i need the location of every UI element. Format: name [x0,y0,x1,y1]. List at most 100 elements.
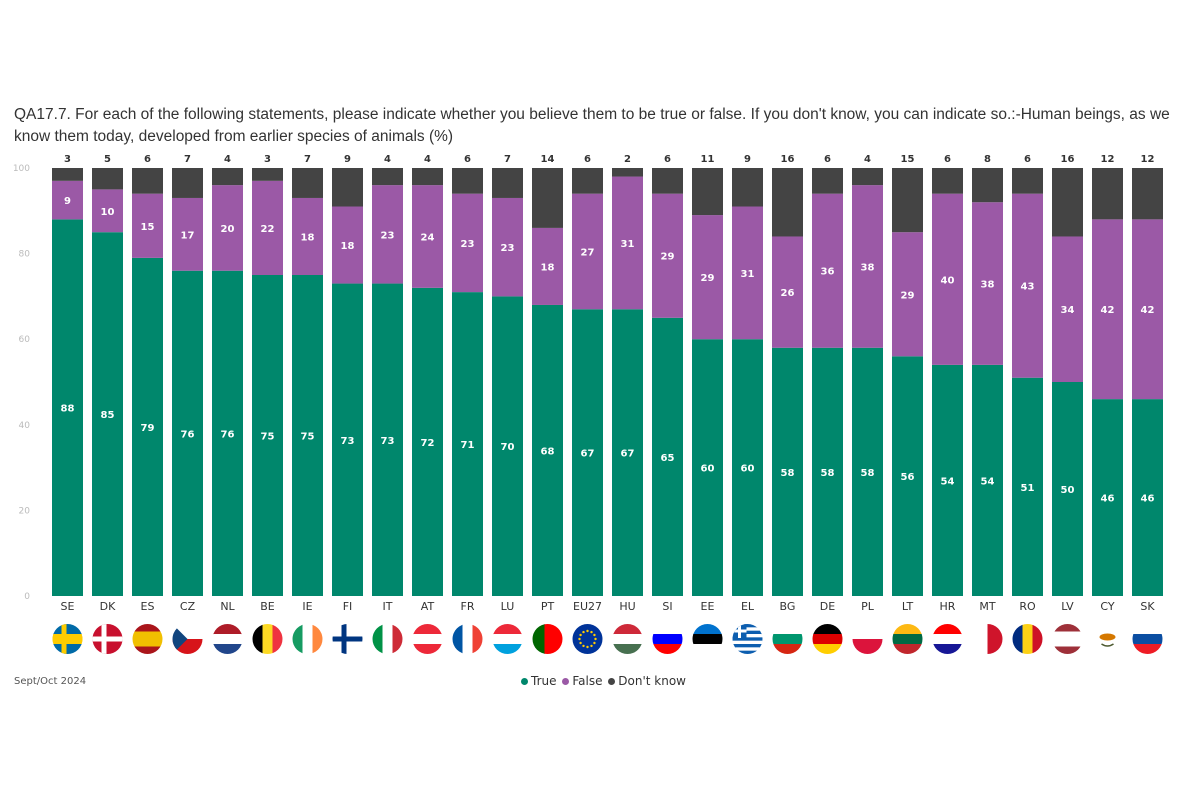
legend-swatch-false [562,677,570,685]
data-label: 23 [381,230,395,241]
flag-ro-icon [1012,624,1043,654]
data-label: 8 [984,154,991,165]
data-label: 79 [141,423,155,434]
data-label: 24 [421,232,435,243]
legend-swatch-dont-know [608,677,616,685]
y-tick-label: 60 [19,335,31,345]
legend-swatch-true [521,677,528,685]
bar-segment-true [612,309,643,596]
bar-mt: 54 38 8 [972,154,1003,596]
bar-segment-don-t-know [812,168,843,194]
flag-eu27-icon [572,624,603,654]
bar-segment-don-t-know [1012,168,1043,194]
data-label: 75 [261,432,275,443]
bar-segment-false [812,193,843,348]
flag-it-icon [372,624,403,654]
data-label: 29 [901,290,915,301]
bar-segment-don-t-know [1092,168,1123,220]
bar-segment-true [1132,399,1163,596]
legend-label-dont-know: Don't know [618,674,686,688]
bar-segment-false [1012,193,1043,378]
bar-segment-true [52,219,83,597]
data-label: 15 [141,222,155,233]
data-label: 56 [901,472,915,483]
data-label: 68 [541,446,555,457]
data-label: 23 [501,243,515,254]
bar-segment-false [652,193,683,318]
data-label: 38 [981,280,995,291]
flag-es-icon [132,624,163,654]
data-label: 7 [504,154,511,165]
bar-lu: 70 23 7 [492,154,523,596]
bar-segment-true [852,347,883,596]
bar-segment-don-t-know [212,168,243,186]
bar-segment-false [1052,236,1083,382]
flag-lt-icon [892,624,923,654]
bar-segment-don-t-know [492,168,523,198]
data-label: 23 [461,239,475,250]
data-label: 85 [101,410,115,421]
data-label: 10 [101,207,115,218]
x-tick-label: BG [780,600,796,613]
data-label: 4 [384,154,391,165]
data-label: 6 [584,154,591,165]
data-label: 6 [144,154,151,165]
legend-label-true: True [531,674,557,688]
data-label: 43 [1021,282,1035,293]
bar-segment-don-t-know [332,168,363,207]
bar-segment-false [972,202,1003,365]
data-label: 46 [1141,494,1155,505]
bar-segment-true [452,292,483,596]
data-label: 58 [821,468,835,479]
x-tick-label: IT [383,600,393,613]
bar-lt: 56 29 15 [892,154,923,596]
x-tick-label: SE [61,600,75,613]
x-tick-label: PL [861,600,875,613]
data-label: 26 [781,288,795,299]
bar-cz: 76 17 7 [172,154,203,596]
bar-be: 75 22 3 [252,154,283,596]
bar-segment-don-t-know [612,168,643,177]
bar-segment-true [1012,377,1043,596]
bar-segment-false [332,206,363,284]
bar-segment-false [172,197,203,271]
flag-fr-icon [452,624,483,654]
bar-hr: 54 40 6 [932,154,963,596]
bar-ie: 75 18 7 [292,154,323,596]
bar-ro: 51 43 6 [1012,154,1043,596]
bar-eu27: 67 27 6 [572,154,603,596]
data-label: 18 [341,241,355,252]
bar-segment-false [252,180,283,275]
flag-hu-icon [612,624,643,654]
bar-segment-true [372,283,403,596]
bar-segment-false [1132,219,1163,400]
bar-cy: 46 42 12 [1092,154,1123,596]
bar-segment-true [252,275,283,596]
data-label: 11 [701,154,715,165]
data-label: 3 [264,154,271,165]
flag-de-icon [812,624,843,654]
data-label: 6 [464,154,471,165]
data-label: 12 [1101,154,1115,165]
bar-segment-false [612,176,643,310]
y-tick-label: 0 [24,592,30,602]
data-label: 20 [221,224,235,235]
data-label: 9 [344,154,351,165]
data-label: 6 [824,154,831,165]
flag-pl-icon [852,624,883,654]
x-tick-label: NL [220,600,235,613]
x-tick-label: MT [979,600,995,613]
data-label: 67 [621,449,635,460]
data-label: 12 [1141,154,1155,165]
bar-segment-true [412,287,443,596]
flag-cy-icon [1092,624,1123,654]
data-label: 73 [341,436,355,447]
bar-segment-false [1092,219,1123,400]
bar-fi: 73 18 9 [332,154,363,596]
flag-hr-icon [932,624,963,654]
flag-ie-icon [292,624,323,654]
bar-segment-true [572,309,603,596]
bar-segment-don-t-know [412,168,443,186]
legend-item-true: True [519,674,557,688]
